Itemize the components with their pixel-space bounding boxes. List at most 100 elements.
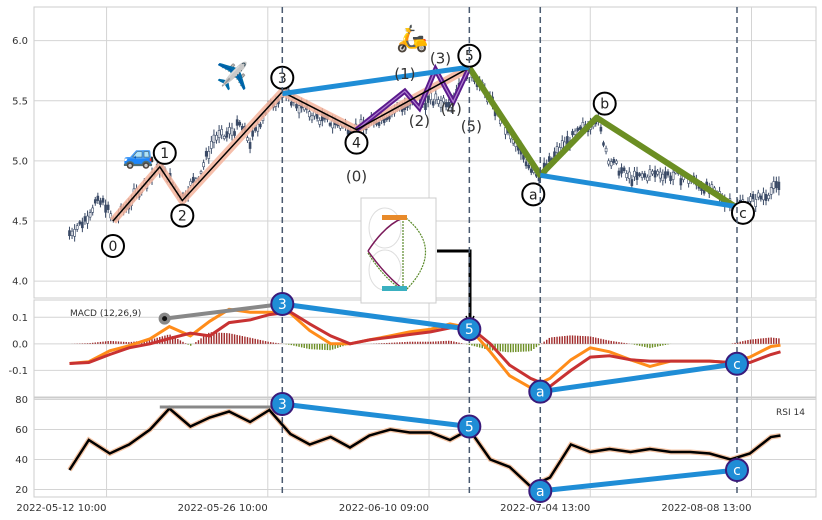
macd-histogram-bar bbox=[778, 338, 780, 344]
macd-histogram-bar bbox=[478, 343, 481, 348]
candle-body bbox=[656, 170, 659, 175]
macd-histogram-bar bbox=[538, 343, 540, 346]
candle-body bbox=[256, 123, 260, 132]
rsi-divergence-line bbox=[282, 401, 470, 429]
price-y-tick-label: 5.5 bbox=[12, 96, 28, 107]
divergence-line bbox=[281, 64, 470, 97]
macd-histogram-bar bbox=[202, 336, 205, 344]
macd-histogram-bar bbox=[546, 339, 548, 344]
rsi-wave-marker-label: 3 bbox=[278, 397, 287, 413]
candle-body bbox=[576, 127, 579, 131]
macd-histogram-bar bbox=[257, 339, 259, 344]
inset-diagram-thumbnail bbox=[360, 197, 437, 304]
macd-histogram-bar bbox=[615, 341, 618, 344]
candle-body bbox=[555, 146, 559, 153]
macd-histogram-bar bbox=[269, 342, 272, 344]
car-icon: 🚙 bbox=[123, 140, 155, 170]
macd-histogram-bar bbox=[326, 343, 329, 351]
macd-histogram-bar bbox=[535, 343, 538, 348]
candle-body bbox=[756, 192, 760, 198]
macd-histogram-bar bbox=[566, 335, 569, 344]
rsi-line bbox=[68, 406, 781, 488]
macd-histogram-bar bbox=[558, 336, 561, 344]
candle-body bbox=[651, 170, 654, 175]
rsi-wave-marker-circle bbox=[457, 414, 482, 439]
macd-histogram-bar bbox=[749, 339, 752, 344]
macd-histogram-bar bbox=[215, 332, 218, 344]
macd-histogram-bar bbox=[244, 336, 246, 344]
macd-histogram-bar bbox=[662, 343, 664, 346]
macd-histogram-bar bbox=[290, 343, 293, 346]
macd-wave-marker-label: c bbox=[733, 357, 741, 373]
candle-body bbox=[70, 230, 74, 236]
macd-wave-marker-circle bbox=[270, 291, 295, 316]
candle-body bbox=[230, 127, 234, 136]
macd-histogram-bar bbox=[592, 337, 594, 344]
macd-histogram-bar bbox=[636, 343, 638, 346]
macd-histogram-bar bbox=[489, 343, 491, 351]
macd-histogram-bar bbox=[409, 341, 411, 344]
macd-histogram-bar bbox=[432, 341, 434, 344]
macd-histogram-bar bbox=[623, 342, 625, 344]
macd-histogram-bar bbox=[411, 341, 414, 344]
macd-histogram-bar bbox=[396, 342, 398, 344]
divergence-line bbox=[539, 172, 738, 210]
macd-histogram-bar bbox=[620, 342, 623, 344]
macd-histogram-bar bbox=[417, 341, 419, 344]
macd-y-tick-label: -0.1 bbox=[8, 366, 28, 377]
macd-histogram-bar bbox=[502, 343, 504, 352]
candle-body bbox=[447, 101, 451, 108]
corrective-wave-line bbox=[466, 66, 739, 211]
inset-curve bbox=[367, 217, 427, 291]
candle-body bbox=[548, 156, 551, 162]
macd-histogram-bar bbox=[107, 341, 109, 344]
macd-histogram-bar bbox=[401, 342, 403, 344]
candle-body bbox=[751, 194, 755, 200]
x-tick-label: 2022-05-26 10:00 bbox=[178, 503, 268, 514]
candle-body bbox=[764, 194, 768, 201]
candle-body bbox=[661, 173, 665, 181]
macd-histogram-bar bbox=[239, 335, 241, 344]
candle-body bbox=[759, 195, 763, 200]
candle-body bbox=[749, 196, 752, 202]
macd-histogram-bar bbox=[579, 335, 581, 344]
macd-histogram-bar bbox=[667, 343, 669, 345]
macd-histogram-bar bbox=[530, 343, 532, 351]
candle-body bbox=[96, 195, 100, 201]
candle-body bbox=[251, 130, 254, 137]
candle-body bbox=[442, 97, 445, 103]
macd-histogram-bar bbox=[99, 341, 102, 344]
inset-train bbox=[382, 215, 407, 220]
macd-histogram-bar bbox=[184, 343, 187, 344]
impulse-wave-circle bbox=[101, 234, 126, 259]
candle-body bbox=[625, 173, 629, 178]
candle-body bbox=[653, 170, 657, 178]
sub-wave-label: (3) bbox=[430, 50, 451, 68]
macd-histogram-bar bbox=[311, 343, 313, 350]
macd-histogram-bar bbox=[618, 342, 620, 344]
macd-histogram-bar bbox=[651, 343, 654, 348]
candle-body bbox=[775, 181, 778, 189]
macd-histogram-bar bbox=[775, 338, 778, 344]
macd-histogram-bar bbox=[275, 342, 277, 344]
rsi-frame bbox=[33, 397, 817, 498]
macd-histogram-bar bbox=[509, 343, 512, 353]
candle-body bbox=[215, 134, 218, 141]
macd-histogram-bar bbox=[91, 342, 94, 344]
candle-body bbox=[434, 93, 438, 101]
corrective-wave-circle bbox=[592, 91, 617, 116]
macd-wave-marker-circle bbox=[528, 379, 553, 404]
x-tick-label: 2022-05-12 10:00 bbox=[16, 503, 106, 514]
macd-histogram-bar bbox=[171, 336, 174, 344]
candle-body bbox=[767, 195, 770, 200]
macd-histogram-bar bbox=[321, 343, 323, 350]
impulse-wave-label: 5 bbox=[465, 49, 474, 65]
macd-histogram-bar bbox=[117, 341, 120, 344]
candle-body bbox=[573, 130, 577, 135]
macd-histogram-bar bbox=[442, 341, 445, 344]
macd-histogram-bar bbox=[644, 343, 646, 347]
rsi-wave-marker-label: a bbox=[536, 484, 545, 500]
macd-histogram-bar bbox=[564, 335, 566, 344]
candle-body bbox=[91, 207, 94, 213]
candle-body bbox=[769, 187, 773, 195]
